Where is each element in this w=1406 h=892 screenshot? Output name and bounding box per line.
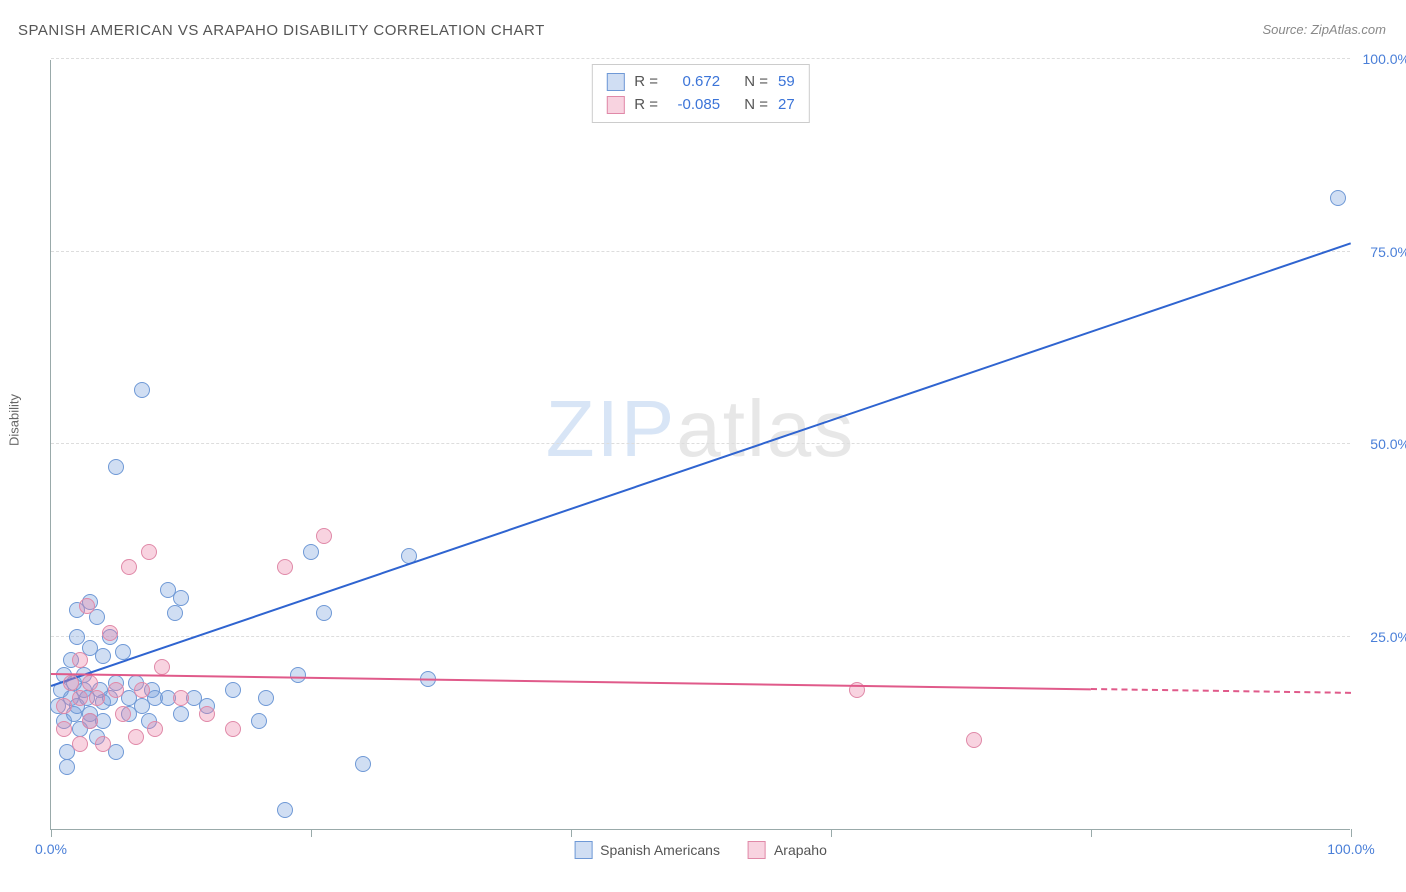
source-name: ZipAtlas.com: [1311, 22, 1386, 37]
xtick: [51, 829, 52, 837]
n-value-0: 59: [778, 71, 795, 94]
stats-legend-box: R = 0.672 N = 59 R = -0.085 N = 27: [591, 64, 809, 123]
swatch-series-1: [606, 96, 624, 114]
scatter-point-arapaho: [72, 736, 88, 752]
scatter-point-spanish_americans: [69, 629, 85, 645]
scatter-point-spanish_americans: [225, 682, 241, 698]
n-label-1: N =: [744, 94, 768, 117]
scatter-point-arapaho: [82, 713, 98, 729]
chart-source: Source: ZipAtlas.com: [1262, 22, 1386, 37]
scatter-point-arapaho: [63, 675, 79, 691]
legend-item-0: Spanish Americans: [574, 841, 720, 859]
scatter-point-arapaho: [141, 544, 157, 560]
scatter-point-arapaho: [199, 706, 215, 722]
scatter-point-arapaho: [108, 682, 124, 698]
scatter-point-arapaho: [72, 690, 88, 706]
scatter-point-spanish_americans: [1330, 190, 1346, 206]
scatter-point-spanish_americans: [251, 713, 267, 729]
gridline-y: [51, 251, 1350, 252]
scatter-point-arapaho: [89, 690, 105, 706]
legend-label-0: Spanish Americans: [600, 842, 720, 858]
scatter-point-arapaho: [82, 675, 98, 691]
scatter-point-arapaho: [966, 732, 982, 748]
xtick: [1351, 829, 1352, 837]
scatter-point-arapaho: [173, 690, 189, 706]
xtick-label: 100.0%: [1327, 841, 1374, 857]
scatter-point-spanish_americans: [355, 756, 371, 772]
scatter-point-arapaho: [128, 729, 144, 745]
scatter-point-arapaho: [115, 706, 131, 722]
watermark-atlas: atlas: [676, 384, 855, 473]
trend-line-dash-arapaho: [1091, 688, 1351, 694]
watermark-zip: ZIP: [546, 384, 676, 473]
scatter-point-arapaho: [154, 659, 170, 675]
scatter-point-arapaho: [147, 721, 163, 737]
scatter-point-arapaho: [102, 625, 118, 641]
scatter-point-spanish_americans: [95, 648, 111, 664]
scatter-point-spanish_americans: [59, 759, 75, 775]
scatter-point-spanish_americans: [303, 544, 319, 560]
stats-row-series-1: R = -0.085 N = 27: [606, 94, 794, 117]
scatter-point-spanish_americans: [258, 690, 274, 706]
scatter-point-spanish_americans: [173, 590, 189, 606]
n-label-0: N =: [744, 71, 768, 94]
xtick: [571, 829, 572, 837]
scatter-point-spanish_americans: [277, 802, 293, 818]
scatter-point-arapaho: [121, 559, 137, 575]
scatter-point-arapaho: [56, 698, 72, 714]
gridline-y: [51, 443, 1350, 444]
chart-title: SPANISH AMERICAN VS ARAPAHO DISABILITY C…: [18, 22, 545, 39]
swatch-series-0: [606, 73, 624, 91]
y-axis-label: Disability: [7, 394, 22, 446]
r-label-0: R =: [634, 71, 658, 94]
r-label-1: R =: [634, 94, 658, 117]
scatter-point-arapaho: [225, 721, 241, 737]
trend-line-arapaho: [51, 673, 1091, 690]
xtick-label: 0.0%: [35, 841, 67, 857]
plot-area: ZIPatlas R = 0.672 N = 59 R = -0.085 N =…: [50, 60, 1350, 830]
ytick-label: 25.0%: [1355, 629, 1406, 645]
xtick: [311, 829, 312, 837]
watermark: ZIPatlas: [546, 383, 855, 475]
scatter-point-spanish_americans: [108, 459, 124, 475]
ytick-label: 100.0%: [1355, 51, 1406, 67]
legend-swatch-1: [748, 841, 766, 859]
scatter-point-arapaho: [56, 721, 72, 737]
scatter-point-arapaho: [72, 652, 88, 668]
n-value-1: 27: [778, 94, 795, 117]
ytick-label: 75.0%: [1355, 244, 1406, 260]
legend-item-1: Arapaho: [748, 841, 827, 859]
source-prefix: Source:: [1262, 22, 1310, 37]
scatter-point-arapaho: [79, 598, 95, 614]
legend-label-1: Arapaho: [774, 842, 827, 858]
trend-line-spanish_americans: [51, 242, 1352, 687]
chart-container: SPANISH AMERICAN VS ARAPAHO DISABILITY C…: [0, 0, 1406, 892]
scatter-point-arapaho: [277, 559, 293, 575]
scatter-point-spanish_americans: [290, 667, 306, 683]
gridline-y: [51, 58, 1350, 59]
xtick: [1091, 829, 1092, 837]
scatter-point-spanish_americans: [167, 605, 183, 621]
r-value-1: -0.085: [668, 94, 720, 117]
gridline-y: [51, 636, 1350, 637]
scatter-point-arapaho: [95, 736, 111, 752]
ytick-label: 50.0%: [1355, 436, 1406, 452]
legend-swatch-0: [574, 841, 592, 859]
scatter-point-spanish_americans: [134, 382, 150, 398]
xtick: [831, 829, 832, 837]
stats-row-series-0: R = 0.672 N = 59: [606, 71, 794, 94]
scatter-point-arapaho: [134, 682, 150, 698]
bottom-legend: Spanish Americans Arapaho: [574, 841, 827, 859]
scatter-point-arapaho: [316, 528, 332, 544]
scatter-point-spanish_americans: [316, 605, 332, 621]
scatter-point-spanish_americans: [173, 706, 189, 722]
r-value-0: 0.672: [668, 71, 720, 94]
